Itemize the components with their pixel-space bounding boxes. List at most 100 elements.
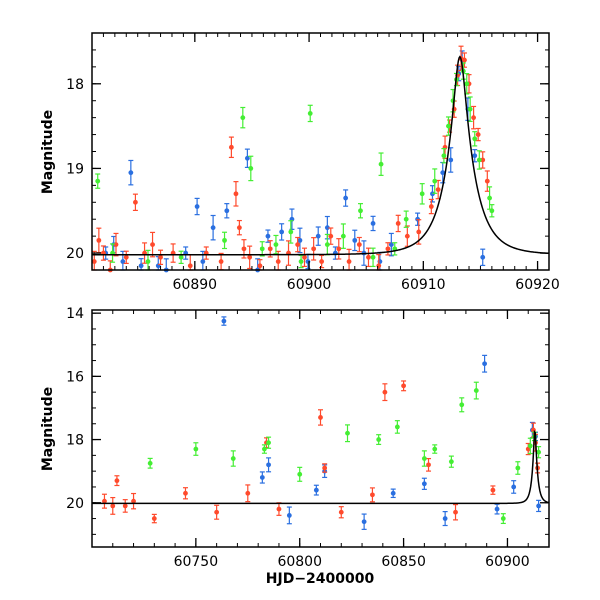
data-point <box>472 131 478 147</box>
y-tick-label: 18 <box>66 77 84 93</box>
data-point <box>147 457 153 469</box>
data-point <box>313 484 319 496</box>
data-point <box>123 250 129 264</box>
data-point <box>224 203 230 219</box>
x-tick-label: 60900 <box>485 554 530 570</box>
data-point <box>419 183 425 205</box>
data-point <box>357 203 363 219</box>
data-point <box>295 236 301 253</box>
data-point <box>448 455 454 468</box>
data-point <box>536 499 542 513</box>
data-point <box>473 381 479 400</box>
bottom-y-axis-label: Magnitude <box>40 387 56 471</box>
data-point <box>445 116 451 136</box>
data-point <box>222 231 228 250</box>
data-point <box>527 437 533 455</box>
data-point <box>336 238 342 260</box>
data-point <box>515 461 521 475</box>
data-point <box>404 225 410 247</box>
data-point <box>500 513 506 525</box>
x-tick-label: 60850 <box>381 554 426 570</box>
data-point <box>259 241 265 257</box>
data-point <box>426 457 432 472</box>
data-point <box>236 219 242 236</box>
data-point <box>343 189 349 207</box>
data-point <box>132 193 138 212</box>
data-point <box>307 104 313 123</box>
data-point <box>297 466 303 482</box>
data-point <box>361 513 367 530</box>
y-tick-label: 20 <box>66 246 84 262</box>
y-tick-label: 19 <box>66 161 84 177</box>
data-point <box>266 436 272 449</box>
data-point <box>128 159 134 186</box>
data-point <box>346 248 352 271</box>
data-point <box>286 240 292 266</box>
data-point <box>183 246 189 260</box>
data-point <box>428 198 434 215</box>
data-point <box>113 232 119 257</box>
data-point <box>511 480 517 494</box>
data-point <box>289 208 295 230</box>
data-point <box>356 236 362 253</box>
data-point <box>122 499 128 513</box>
data-point <box>476 150 482 170</box>
data-point <box>257 259 263 271</box>
data-point <box>369 487 375 503</box>
data-point <box>259 471 265 484</box>
data-point <box>370 215 376 232</box>
top-panel: 60890 60900 60910 60920 18 19 20 Magnitude <box>40 32 560 293</box>
data-point <box>241 239 247 259</box>
data-point <box>170 243 176 263</box>
bottom-panel: 60750 60800 60850 60900 14 16 18 20 Magnitude H… <box>40 306 550 587</box>
data-point <box>228 136 234 159</box>
data-point <box>114 475 120 487</box>
data-point <box>421 477 427 490</box>
data-point <box>385 242 391 256</box>
data-point <box>482 354 488 373</box>
data-point <box>480 151 486 169</box>
data-point <box>95 173 101 189</box>
data-point <box>288 220 294 244</box>
data-point <box>441 148 447 164</box>
data-point <box>319 254 325 269</box>
data-point <box>484 170 490 192</box>
data-point <box>261 444 267 454</box>
data-point <box>230 450 236 467</box>
data-point <box>214 504 220 520</box>
data-point <box>247 245 253 270</box>
x-tick-label: 60890 <box>173 277 218 293</box>
data-point <box>459 397 465 413</box>
data-point <box>273 234 279 255</box>
data-point <box>138 258 144 271</box>
data-point <box>110 496 116 515</box>
data-point <box>487 186 493 210</box>
data-point <box>276 502 282 516</box>
data-point <box>340 223 346 249</box>
data-point <box>244 148 250 169</box>
data-point <box>432 168 438 194</box>
data-point <box>475 127 481 142</box>
data-point <box>453 503 459 521</box>
data-point <box>318 409 323 426</box>
data-point <box>322 463 328 473</box>
data-point <box>193 442 199 456</box>
data-point <box>376 434 382 446</box>
data-point <box>315 226 321 246</box>
data-point <box>221 316 227 326</box>
y-tick-label: 16 <box>66 369 84 385</box>
y-tick-label: 20 <box>66 496 84 512</box>
data-point <box>311 237 317 261</box>
data-point <box>297 227 303 254</box>
data-point <box>338 506 344 519</box>
data-point <box>365 247 371 268</box>
data-point <box>490 485 496 495</box>
bottom-ticks: 60750 60800 60850 60900 14 16 18 20 <box>66 306 550 570</box>
data-point <box>328 227 334 245</box>
data-point <box>194 197 200 216</box>
x-tick-label: 60920 <box>515 277 560 293</box>
data-point <box>494 503 500 515</box>
data-point <box>158 249 164 266</box>
data-point <box>151 513 157 524</box>
data-point <box>378 152 384 176</box>
